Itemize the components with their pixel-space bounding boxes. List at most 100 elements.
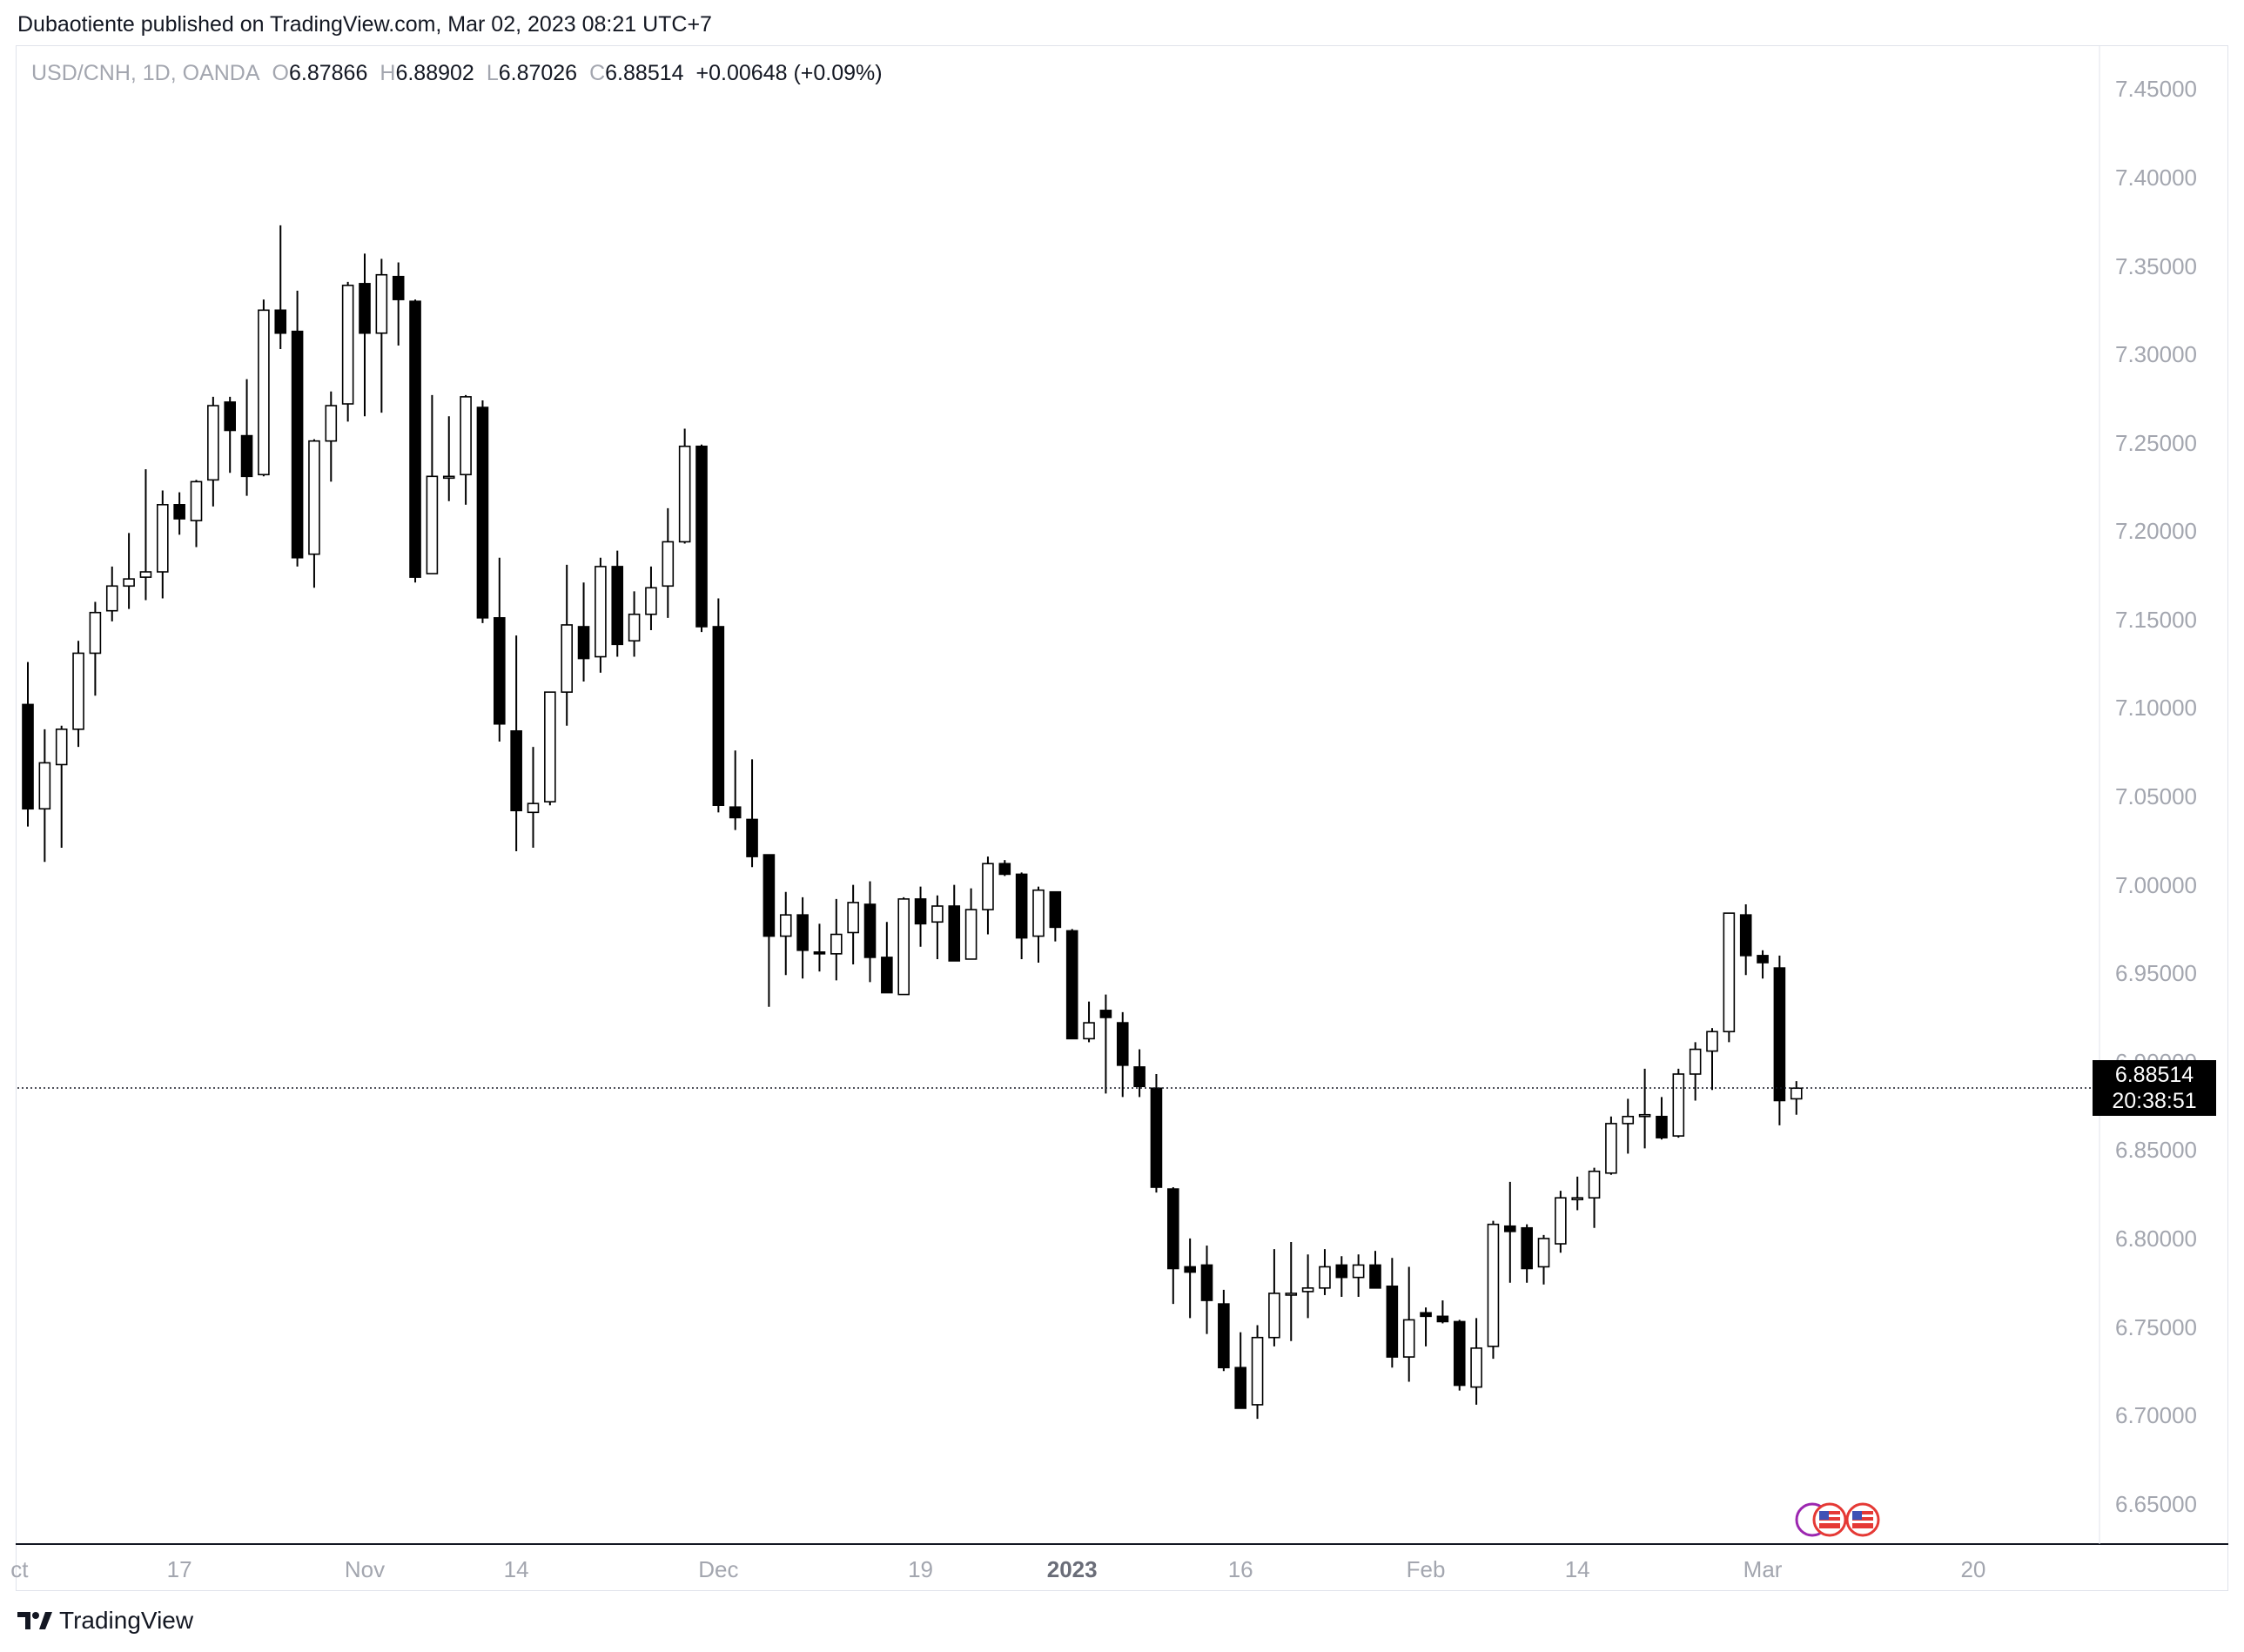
candle-up[interactable] xyxy=(527,802,540,814)
candle-down[interactable] xyxy=(763,854,776,937)
candle-up[interactable] xyxy=(982,863,994,910)
candle-up[interactable] xyxy=(628,613,641,642)
candle-down[interactable] xyxy=(863,903,877,958)
candle-down[interactable] xyxy=(1099,1010,1112,1018)
candle-down[interactable] xyxy=(611,566,624,646)
candle-up[interactable] xyxy=(678,445,691,543)
candle-down[interactable] xyxy=(914,898,927,925)
candle-down[interactable] xyxy=(291,330,304,559)
candle-up[interactable] xyxy=(207,405,219,481)
candle-down[interactable] xyxy=(359,283,371,334)
candle-down[interactable] xyxy=(1773,967,1786,1102)
candle-up[interactable] xyxy=(1723,912,1736,1033)
candle-up[interactable] xyxy=(123,578,135,588)
candle-up[interactable] xyxy=(1285,1293,1298,1296)
candle-down[interactable] xyxy=(1167,1188,1179,1270)
candle-up[interactable] xyxy=(1571,1197,1583,1201)
candle-up[interactable] xyxy=(931,905,944,923)
candle-up[interactable] xyxy=(561,624,574,693)
candle-down[interactable] xyxy=(1116,1022,1129,1066)
candle-down[interactable] xyxy=(712,626,725,806)
candle-down[interactable] xyxy=(1200,1264,1213,1301)
candle-up[interactable] xyxy=(105,585,118,612)
candle-down[interactable] xyxy=(813,951,826,955)
candle-up[interactable] xyxy=(72,652,84,730)
candle-up[interactable] xyxy=(375,273,388,334)
candle-up[interactable] xyxy=(460,396,472,476)
candle-down[interactable] xyxy=(1757,955,1769,964)
candle-up[interactable] xyxy=(1537,1238,1550,1268)
candle-down[interactable] xyxy=(173,504,185,520)
candle-up[interactable] xyxy=(544,691,556,802)
candle-down[interactable] xyxy=(577,626,590,660)
candle-up[interactable] xyxy=(1470,1347,1482,1388)
candle-down[interactable] xyxy=(392,275,405,300)
candle-down[interactable] xyxy=(1436,1315,1449,1323)
candle-up[interactable] xyxy=(139,571,152,578)
candle-down[interactable] xyxy=(1504,1225,1516,1232)
candle-down[interactable] xyxy=(240,434,253,478)
candle-down[interactable] xyxy=(1521,1226,1533,1270)
candle-up[interactable] xyxy=(1268,1293,1280,1339)
candle-down[interactable] xyxy=(1369,1264,1381,1289)
candle-down[interactable] xyxy=(881,957,893,994)
candle-down[interactable] xyxy=(1234,1367,1246,1409)
candle-down[interactable] xyxy=(1015,873,1028,939)
candle-down[interactable] xyxy=(1150,1087,1163,1188)
candle-up[interactable] xyxy=(308,440,320,555)
candle-up[interactable] xyxy=(258,309,270,476)
candle-up[interactable] xyxy=(645,587,657,615)
candle-up[interactable] xyxy=(1352,1264,1365,1279)
candle-up[interactable] xyxy=(157,504,169,573)
candle-down[interactable] xyxy=(1218,1303,1230,1369)
candle-up[interactable] xyxy=(1555,1197,1567,1245)
candle-up[interactable] xyxy=(1402,1319,1415,1358)
candle-up[interactable] xyxy=(190,480,203,521)
candle-down[interactable] xyxy=(948,905,961,962)
candle-down[interactable] xyxy=(224,401,237,432)
event-icons[interactable] xyxy=(1795,1502,1880,1537)
candle-down[interactable] xyxy=(493,617,506,725)
symbol-label[interactable]: USD/CNH, 1D, OANDA xyxy=(31,61,260,85)
candle-down[interactable] xyxy=(1184,1266,1196,1273)
candle-up[interactable] xyxy=(442,475,455,480)
candle-up[interactable] xyxy=(55,729,68,766)
candle-down[interactable] xyxy=(998,863,1011,876)
candle-down[interactable] xyxy=(695,445,708,628)
candle-up[interactable] xyxy=(830,933,843,955)
candle-up[interactable] xyxy=(1032,889,1045,937)
candle-up[interactable] xyxy=(595,566,607,658)
candle-down[interactable] xyxy=(746,818,758,857)
candle-down[interactable] xyxy=(409,300,421,578)
candle-up[interactable] xyxy=(964,909,978,960)
candle-up[interactable] xyxy=(1638,1113,1651,1118)
candle-up[interactable] xyxy=(325,405,338,442)
candle-down[interactable] xyxy=(729,806,742,819)
candle-down[interactable] xyxy=(1133,1066,1146,1088)
candle-down[interactable] xyxy=(274,309,287,334)
candle-up[interactable] xyxy=(1790,1087,1803,1100)
candle-up[interactable] xyxy=(1588,1170,1601,1199)
candle-down[interactable] xyxy=(1453,1320,1466,1387)
candle-up[interactable] xyxy=(341,285,354,405)
candle-up[interactable] xyxy=(1605,1123,1617,1174)
candle-up[interactable] xyxy=(1301,1287,1314,1293)
candle-up[interactable] xyxy=(1319,1266,1331,1289)
candle-up[interactable] xyxy=(847,902,859,934)
candle-down[interactable] xyxy=(1065,930,1078,1040)
candle-up[interactable] xyxy=(1706,1031,1718,1052)
candle-up[interactable] xyxy=(1672,1073,1685,1137)
candle-down[interactable] xyxy=(796,914,809,951)
candle-up[interactable] xyxy=(1083,1022,1095,1040)
candle-up[interactable] xyxy=(38,762,51,810)
candle-down[interactable] xyxy=(1739,914,1752,957)
candle-up[interactable] xyxy=(897,898,910,996)
candle-up[interactable] xyxy=(1689,1048,1702,1075)
candle-up[interactable] xyxy=(1251,1336,1264,1406)
candle-up[interactable] xyxy=(779,914,792,937)
candle-up[interactable] xyxy=(426,475,439,574)
candle-down[interactable] xyxy=(22,703,34,810)
candle-down[interactable] xyxy=(1386,1285,1399,1358)
candle-down[interactable] xyxy=(1656,1115,1668,1138)
